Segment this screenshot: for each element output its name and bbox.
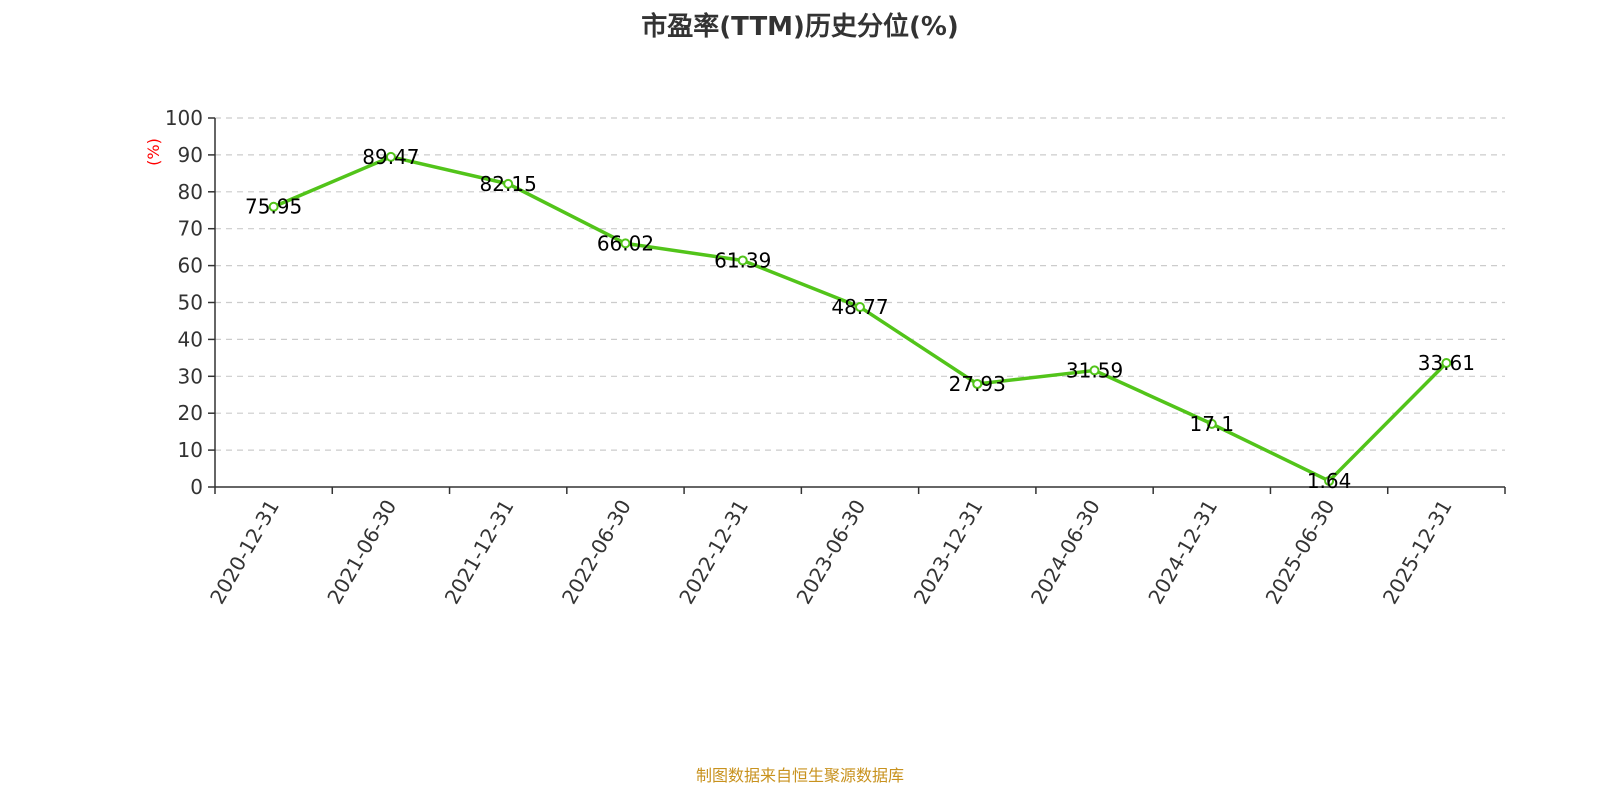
x-tick-label: 2021-12-31	[440, 496, 519, 609]
data-label: 17.1	[1190, 412, 1235, 436]
data-label: 33.61	[1418, 351, 1475, 375]
x-tick-label: 2025-06-30	[1261, 496, 1340, 609]
data-label: 27.93	[949, 372, 1006, 396]
y-tick-label: 20	[178, 401, 203, 425]
y-tick-label: 70	[178, 217, 203, 241]
data-point	[737, 255, 748, 266]
y-tick-label: 90	[178, 143, 203, 167]
data-point	[972, 378, 983, 389]
data-point	[1324, 475, 1335, 486]
y-tick-label: 30	[178, 364, 203, 388]
data-label: 61.39	[714, 248, 771, 272]
data-point	[1089, 365, 1100, 376]
y-tick-label: 100	[165, 106, 203, 130]
x-tick-label: 2024-12-31	[1143, 496, 1222, 609]
data-label: 31.59	[1066, 358, 1123, 382]
data-point	[1441, 357, 1452, 368]
x-tick-label: 2024-06-30	[1026, 496, 1105, 609]
data-point	[855, 302, 865, 313]
x-tick-label: 2021-06-30	[322, 496, 401, 609]
x-tick-label: 2022-12-31	[674, 496, 753, 609]
data-point	[268, 201, 279, 212]
x-tick-label: 2023-06-30	[791, 496, 870, 609]
data-point	[503, 178, 514, 189]
chart-title: 市盈率(TTM)历史分位(%)	[641, 12, 959, 42]
data-point	[1206, 418, 1217, 429]
data-point	[385, 151, 396, 162]
data-point	[620, 238, 631, 249]
y-tick-label: 10	[178, 438, 203, 462]
data-label: 75.95	[245, 195, 302, 219]
x-tick-label: 2022-06-30	[557, 496, 636, 609]
data-label: 48.77	[831, 295, 888, 319]
y-tick-label: 50	[178, 291, 203, 315]
y-tick-label: 60	[178, 254, 203, 278]
source-footer: 制图数据来自恒生聚源数据库	[695, 766, 904, 785]
x-tick-label: 2020-12-31	[205, 496, 284, 609]
y-axis-label: (%)	[144, 138, 163, 166]
data-label: 89.47	[362, 145, 419, 169]
y-tick-label: 0	[190, 475, 203, 499]
data-label: 1.64	[1307, 469, 1352, 493]
y-tick-label: 80	[178, 180, 203, 204]
x-tick-label: 2023-12-31	[909, 496, 988, 609]
y-tick-label: 40	[178, 327, 203, 351]
data-label: 82.15	[480, 172, 537, 196]
x-tick-label: 2025-12-31	[1378, 496, 1457, 609]
data-label: 66.02	[597, 231, 654, 255]
